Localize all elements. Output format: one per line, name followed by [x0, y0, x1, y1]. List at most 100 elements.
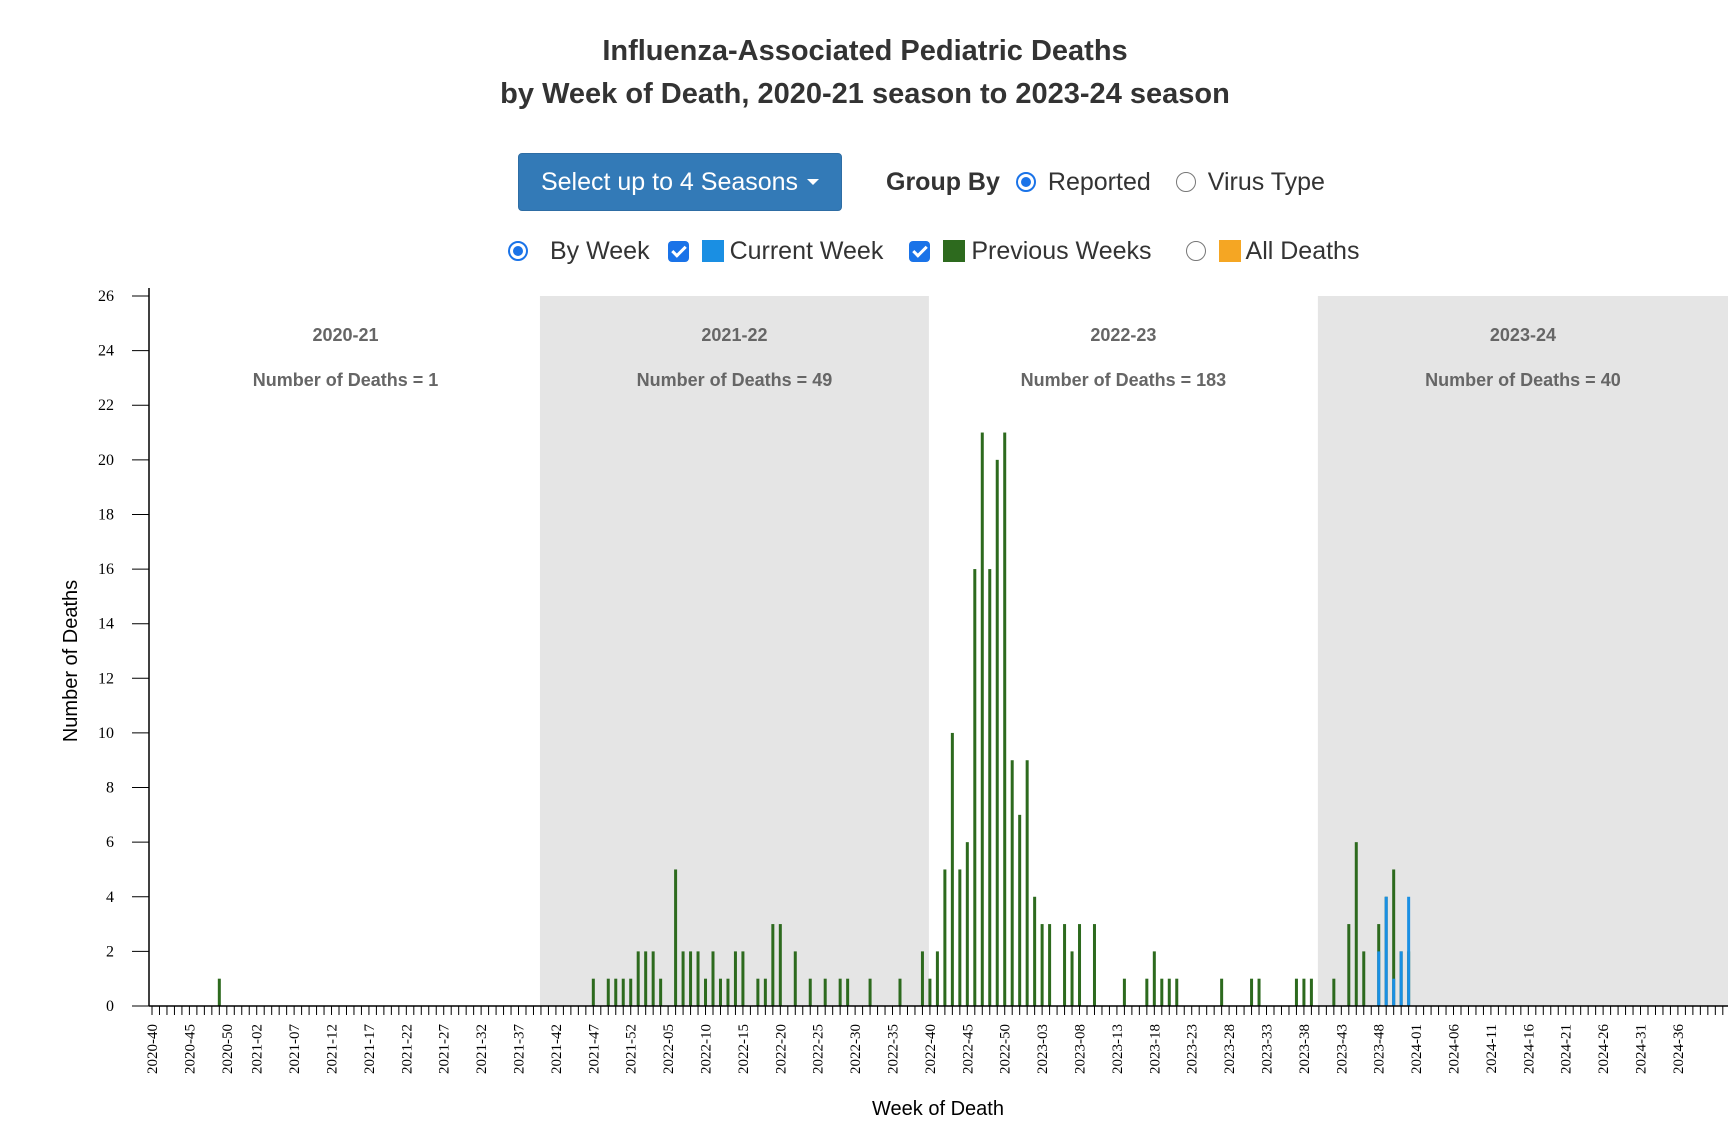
y-tick-label: 0 — [106, 998, 114, 1015]
select-seasons-button[interactable]: Select up to 4 Seasons — [518, 153, 842, 211]
bar-previous-2023-38 — [1302, 978, 1306, 1006]
bar-previous-2022-50 — [1003, 432, 1007, 1006]
x-tick-label: 2021-47 — [586, 1024, 602, 1074]
radio-all-deaths[interactable] — [1185, 241, 1206, 261]
chart-title-line2: by Week of Death, 2020-21 season to 2023… — [500, 78, 1230, 110]
bar-previous-2022-10 — [704, 978, 708, 1006]
current-week-option[interactable]: Current Week — [667, 236, 884, 266]
x-tick-label: 2023-13 — [1110, 1024, 1126, 1074]
checkbox-previous-weeks[interactable] — [909, 240, 931, 262]
caret-down-icon — [807, 179, 820, 185]
bar-previous-2023-42 — [1332, 978, 1336, 1006]
bar-previous-2022-44 — [958, 869, 962, 1006]
x-tick-label: 2023-18 — [1147, 1024, 1163, 1074]
y-tick-label: 4 — [106, 889, 114, 906]
bar-previous-2022-13 — [726, 978, 730, 1006]
bar-previous-2023-06 — [1063, 924, 1067, 1006]
season-label-2023-24: 2023-24 — [1490, 325, 1556, 345]
radio-reported[interactable] — [1015, 172, 1036, 192]
radio-virus-type[interactable] — [1175, 172, 1196, 192]
bar-previous-2021-50 — [614, 978, 618, 1006]
season-band-2023-24 — [1317, 296, 1728, 1006]
all-deaths-option[interactable]: All Deaths — [1185, 236, 1360, 266]
x-tick-label: 2021-17 — [362, 1024, 378, 1074]
season-band-2021-22 — [539, 296, 929, 1006]
x-tick-label: 2023-48 — [1372, 1024, 1388, 1074]
x-tick-label: 2024-11 — [1484, 1024, 1500, 1073]
x-tick-label: 2022-15 — [736, 1024, 752, 1074]
previous-weeks-swatch — [943, 240, 966, 262]
bar-previous-2022-14 — [733, 951, 737, 1006]
bar-previous-2023-46 — [1362, 951, 1366, 1006]
x-tick-label: 2021-07 — [287, 1024, 303, 1074]
bar-previous-2023-18 — [1152, 951, 1156, 1006]
x-tick-label: 2022-40 — [923, 1024, 939, 1074]
by-week-option[interactable]: By Week — [508, 237, 650, 266]
x-tick-label: 2021-02 — [250, 1024, 266, 1074]
bar-previous-2023-17 — [1145, 978, 1149, 1006]
bar-previous-2023-37 — [1294, 978, 1298, 1006]
bar-previous-2022-39 — [920, 951, 924, 1006]
season-deaths-2020-21: Number of Deaths = 1 — [253, 370, 439, 390]
current-week-label: Current Week — [729, 236, 884, 265]
bar-previous-2023-01 — [1025, 760, 1029, 1006]
x-tick-label: 2023-33 — [1260, 1024, 1276, 1074]
y-tick-label: 12 — [98, 670, 114, 687]
bar-previous-2022-42 — [943, 869, 947, 1006]
bar-previous-2022-08 — [689, 951, 693, 1006]
bar-previous-2023-19 — [1160, 978, 1164, 1006]
y-tick-label: 18 — [98, 506, 114, 523]
bar-previous-2023-21 — [1175, 978, 1179, 1006]
bar-previous-2023-32 — [1257, 978, 1261, 1006]
y-tick-label: 26 — [98, 288, 114, 305]
group-by-reported-option[interactable]: Reported — [1015, 167, 1151, 197]
group-by-virus-type-option[interactable]: Virus Type — [1175, 168, 1325, 197]
bar-previous-2022-04 — [659, 978, 663, 1006]
y-tick-label: 22 — [98, 397, 114, 414]
checkbox-current-week[interactable] — [667, 240, 689, 262]
x-tick-label: 2020-40 — [145, 1024, 161, 1074]
previous-weeks-label: Previous Weeks — [971, 236, 1152, 265]
x-tick-label: 2022-45 — [960, 1024, 976, 1074]
bar-previous-2022-28 — [838, 978, 842, 1006]
group-by-reported-label: Reported — [1047, 167, 1151, 196]
bar-previous-2022-19 — [771, 924, 775, 1006]
bar-previous-2022-07 — [681, 951, 685, 1006]
previous-weeks-option[interactable]: Previous Weeks — [909, 236, 1152, 266]
bar-previous-2023-08 — [1078, 924, 1082, 1006]
bar-previous-2023-04 — [1048, 924, 1052, 1006]
all-deaths-label: All Deaths — [1245, 236, 1360, 265]
x-tick-label: 2024-01 — [1409, 1024, 1425, 1074]
bar-previous-2023-14 — [1122, 978, 1126, 1006]
bar-previous-2023-03 — [1040, 924, 1044, 1006]
by-week-label: By Week — [550, 236, 650, 265]
x-tick-label: 2024-16 — [1521, 1024, 1537, 1074]
bar-previous-2023-20 — [1167, 978, 1171, 1006]
season-label-2020-21: 2020-21 — [312, 325, 378, 345]
bar-previous-2022-41 — [935, 951, 939, 1006]
radio-by-week[interactable] — [508, 241, 528, 261]
current-week-swatch — [701, 240, 724, 262]
y-tick-label: 2 — [106, 943, 114, 960]
x-tick-label: 2023-08 — [1073, 1024, 1089, 1074]
bar-previous-2022-18 — [763, 978, 767, 1006]
bar-previous-2023-49 — [1384, 896, 1388, 1006]
x-tick-label: 2021-32 — [474, 1024, 490, 1074]
x-tick-label: 2023-43 — [1334, 1024, 1350, 1074]
bar-previous-2022-29 — [846, 978, 850, 1006]
season-deaths-2021-22: Number of Deaths = 49 — [637, 370, 833, 390]
bar-previous-2022-52 — [1018, 814, 1022, 1006]
season-deaths-2023-24: Number of Deaths = 40 — [1425, 370, 1621, 390]
bar-previous-2022-09 — [696, 951, 700, 1006]
x-tick-label: 2022-30 — [848, 1024, 864, 1074]
bar-previous-2022-02 — [644, 951, 648, 1006]
all-deaths-swatch — [1218, 240, 1241, 262]
x-tick-label: 2024-21 — [1559, 1024, 1575, 1074]
bar-current-2023-48 — [1377, 951, 1381, 1006]
bar-previous-2022-12 — [718, 978, 722, 1006]
bar-previous-2022-32 — [868, 978, 872, 1006]
x-tick-label: 2021-52 — [624, 1024, 640, 1074]
bar-previous-2022-48 — [988, 569, 992, 1006]
y-tick-label: 16 — [98, 561, 114, 578]
x-axis-title: Week of Death — [872, 1098, 1004, 1120]
